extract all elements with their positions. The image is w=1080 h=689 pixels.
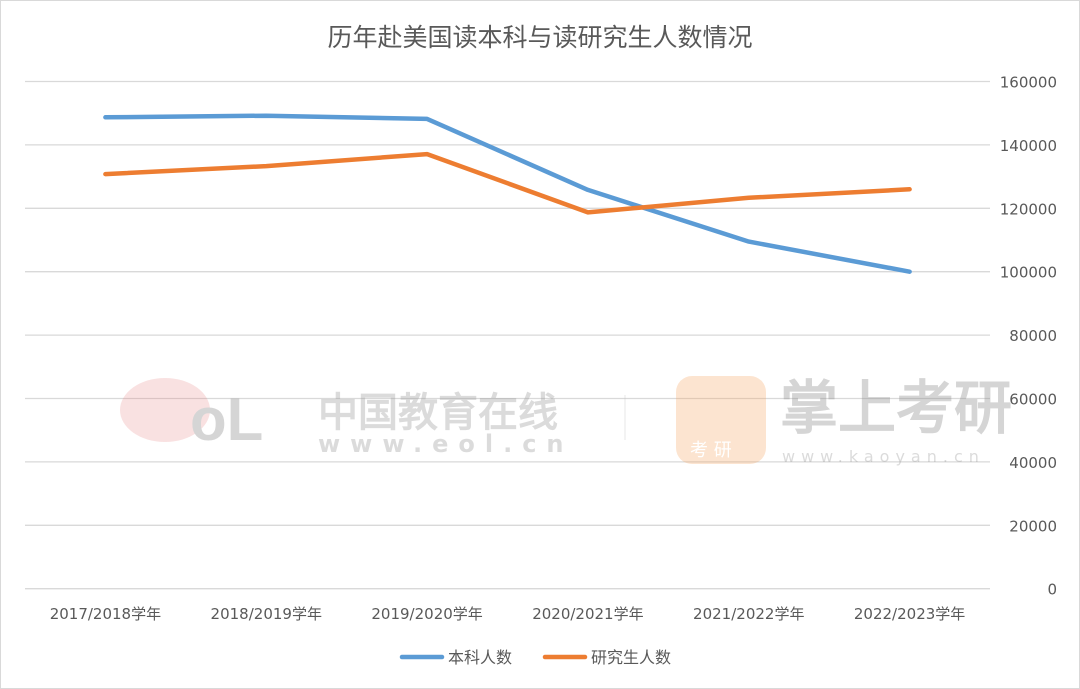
y-tick-label: 0 bbox=[1047, 581, 1057, 599]
x-tick-label: 2018/2019学年 bbox=[211, 605, 322, 623]
x-tick-label: 2020/2021学年 bbox=[532, 605, 643, 623]
y-tick-label: 80000 bbox=[1009, 327, 1057, 345]
x-tick-label: 2022/2023学年 bbox=[854, 605, 965, 623]
x-tick-label: 2021/2022学年 bbox=[693, 605, 804, 623]
y-tick-label: 100000 bbox=[1000, 264, 1057, 282]
legend-label: 研究生人数 bbox=[591, 648, 671, 667]
watermark: oL 中国教育在线 www.eol.cn 考 研 掌上考研 www.kaoyan… bbox=[120, 374, 1012, 466]
y-tick-label: 160000 bbox=[1000, 74, 1057, 92]
legend-label: 本科人数 bbox=[448, 648, 512, 667]
watermark-eol-url: www.eol.cn bbox=[318, 430, 574, 458]
series-line-1 bbox=[103, 151, 912, 215]
y-tick-label: 120000 bbox=[1000, 200, 1057, 218]
watermark-eol-name: 中国教育在线 bbox=[318, 390, 558, 436]
y-tick-label: 40000 bbox=[1009, 454, 1057, 472]
watermark-kaoyan-url: www.kaoyan.cn bbox=[782, 447, 985, 466]
y-tick-label: 140000 bbox=[1000, 137, 1057, 155]
watermark-kaoyan-badge: 考 研 bbox=[690, 440, 732, 461]
y-tick-label: 20000 bbox=[1009, 517, 1057, 535]
y-tick-label: 60000 bbox=[1009, 391, 1057, 409]
watermark-kaoyan-name: 掌上考研 bbox=[780, 374, 1012, 442]
chart-title: 历年赴美国读本科与读研究生人数情况 bbox=[327, 23, 752, 52]
svg-text:oL: oL bbox=[190, 386, 263, 453]
series-line-0 bbox=[103, 113, 912, 274]
x-tick-label: 2019/2020学年 bbox=[371, 605, 482, 623]
x-tick-label: 2017/2018学年 bbox=[50, 605, 161, 623]
